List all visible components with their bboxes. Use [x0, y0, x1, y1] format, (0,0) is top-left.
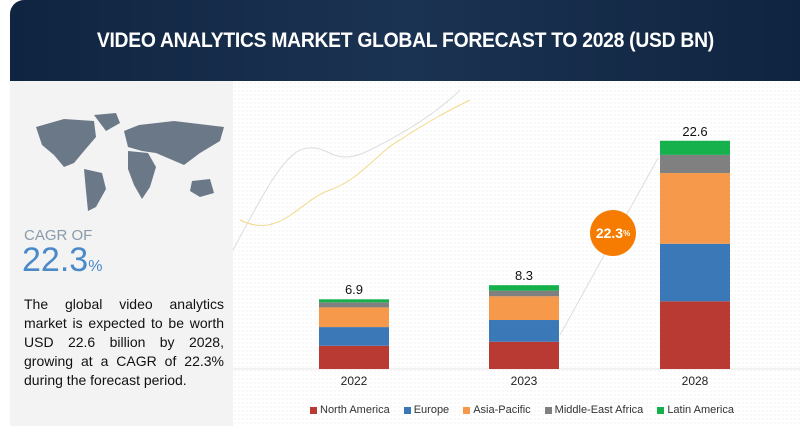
- cagr-label: CAGR OF: [24, 227, 93, 244]
- total-value-label: 8.3: [514, 268, 534, 284]
- bar-segment-europe-2022: [319, 327, 389, 346]
- bar-segment-asia-pacific-2028: [660, 173, 730, 244]
- bar-segment-north-america-2023: [489, 341, 559, 369]
- legend-label: North America: [320, 404, 390, 416]
- bar-segment-latin-america-2028: [660, 140, 730, 155]
- legend-item: Latin America: [657, 404, 734, 416]
- total-value-label: 22.6: [682, 123, 708, 139]
- chart-title: VIDEO ANALYTICS MARKET GLOBAL FORECAST T…: [96, 28, 714, 52]
- badge-value: 22.3: [595, 225, 624, 241]
- total-value-label: 6.9: [344, 282, 364, 298]
- bar-segment-north-america-2028: [660, 301, 730, 369]
- legend-label: Asia-Pacific: [473, 404, 531, 416]
- legend-label: Europe: [413, 404, 450, 416]
- header-banner: VIDEO ANALYTICS MARKET GLOBAL FORECAST T…: [10, 0, 800, 81]
- legend-swatch: [657, 406, 665, 414]
- legend-label: Latin America: [667, 404, 734, 416]
- legend-label: Middle-East Africa: [554, 404, 644, 416]
- legend-item: North America: [310, 404, 390, 416]
- legend-swatch: [544, 406, 552, 414]
- legend-item: Europe: [403, 404, 450, 416]
- badge-unit: %: [623, 228, 631, 238]
- x-tick-label: 2022: [340, 374, 368, 388]
- legend: North America Europe Asia-Pacific Middle-Ea…: [310, 404, 734, 416]
- bar-segment-north-america-2022: [319, 345, 389, 369]
- summary-panel: CAGR OF 22.3% The global video analytics…: [10, 81, 233, 426]
- bar-segment-latin-america-2023: [489, 285, 559, 291]
- world-map-icon: [36, 113, 224, 211]
- legend-item: Middle-East Africa: [544, 404, 644, 416]
- bar-segment-middle-east-africa-2023: [489, 290, 559, 297]
- cagr-value: 22.3%: [22, 241, 102, 280]
- bar-segment-middle-east-africa-2022: [319, 302, 389, 308]
- bar-segment-asia-pacific-2022: [319, 307, 389, 328]
- x-tick-label: 2028: [681, 374, 709, 388]
- bar-segment-middle-east-africa-2028: [660, 154, 730, 174]
- legend-item: Asia-Pacific: [463, 404, 531, 416]
- bar-segment-europe-2028: [660, 243, 730, 302]
- bar-segment-asia-pacific-2023: [489, 296, 559, 321]
- bar-segment-latin-america-2022: [319, 299, 389, 303]
- description-text: The global video analytics market is exp…: [24, 296, 224, 388]
- cagr-badge: 22.3%: [590, 210, 636, 256]
- legend-swatch: [310, 406, 317, 414]
- cagr-number: 22.3: [22, 241, 89, 279]
- x-tick-label: 2023: [510, 374, 538, 388]
- legend-swatch: [403, 406, 411, 414]
- decorative-curve-gold: [239, 99, 471, 226]
- decorative-curve: [232, 89, 461, 251]
- cagr-unit: %: [88, 258, 103, 275]
- bar-segment-europe-2023: [489, 320, 559, 342]
- legend-swatch: [463, 406, 471, 414]
